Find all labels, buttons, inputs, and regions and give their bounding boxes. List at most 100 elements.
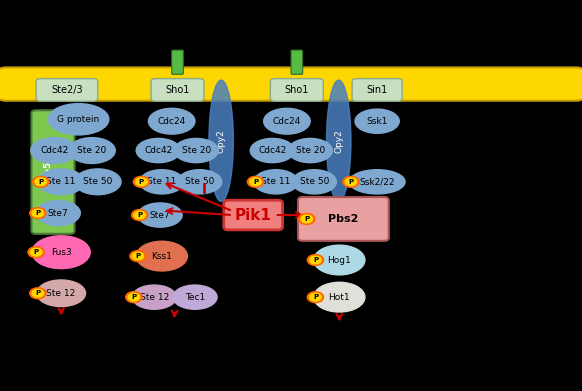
Text: Opy2: Opy2 — [334, 129, 343, 152]
Text: Ssk2/22: Ssk2/22 — [360, 177, 395, 187]
Ellipse shape — [136, 138, 180, 163]
Circle shape — [345, 178, 357, 186]
Text: Ste5: Ste5 — [44, 160, 52, 184]
Circle shape — [30, 288, 46, 299]
Text: P: P — [132, 294, 136, 300]
Text: P: P — [38, 179, 43, 185]
Circle shape — [136, 178, 147, 186]
Ellipse shape — [74, 169, 121, 195]
Text: Tec1: Tec1 — [185, 292, 205, 302]
FancyBboxPatch shape — [172, 50, 183, 74]
Text: Opy2: Opy2 — [217, 129, 226, 152]
Text: P: P — [139, 179, 144, 185]
Ellipse shape — [38, 169, 84, 195]
Ellipse shape — [254, 170, 298, 194]
Circle shape — [30, 208, 46, 219]
Text: Ste 50: Ste 50 — [300, 177, 329, 187]
Circle shape — [307, 255, 324, 265]
Ellipse shape — [136, 241, 187, 271]
Text: P: P — [313, 257, 318, 263]
Ellipse shape — [250, 138, 294, 163]
Circle shape — [133, 176, 150, 187]
Ellipse shape — [132, 285, 176, 309]
Text: Kss1: Kss1 — [151, 251, 172, 261]
Ellipse shape — [140, 170, 184, 194]
Text: Sho1: Sho1 — [285, 85, 309, 95]
Ellipse shape — [36, 201, 80, 226]
Circle shape — [32, 209, 44, 217]
Text: G protein: G protein — [58, 115, 100, 124]
Text: Ste 50: Ste 50 — [185, 177, 214, 187]
Text: Pik1: Pik1 — [235, 208, 272, 222]
Text: P: P — [349, 179, 353, 185]
FancyBboxPatch shape — [291, 50, 303, 74]
Circle shape — [250, 178, 261, 186]
Ellipse shape — [48, 104, 109, 135]
Circle shape — [132, 210, 148, 221]
Text: Ste 50: Ste 50 — [83, 177, 112, 187]
Ellipse shape — [31, 138, 77, 163]
Text: P: P — [36, 210, 40, 216]
Circle shape — [310, 256, 321, 264]
Circle shape — [130, 251, 146, 262]
Text: Ste 12: Ste 12 — [140, 292, 169, 302]
Text: Pbs2: Pbs2 — [328, 214, 359, 224]
Ellipse shape — [174, 138, 218, 163]
FancyBboxPatch shape — [0, 67, 582, 100]
Text: P: P — [136, 253, 140, 259]
Text: P: P — [36, 290, 40, 296]
Circle shape — [33, 176, 49, 187]
Text: Ste7: Ste7 — [48, 208, 69, 218]
FancyBboxPatch shape — [270, 79, 323, 101]
Text: P: P — [313, 294, 318, 300]
Circle shape — [134, 211, 146, 219]
Ellipse shape — [292, 170, 336, 194]
Text: Ssk1: Ssk1 — [367, 117, 388, 126]
Ellipse shape — [173, 285, 217, 309]
Text: P: P — [304, 216, 309, 222]
Ellipse shape — [314, 282, 365, 312]
Ellipse shape — [148, 108, 195, 134]
Text: Hog1: Hog1 — [328, 255, 351, 265]
Text: Ste 20: Ste 20 — [182, 146, 211, 155]
FancyBboxPatch shape — [151, 79, 204, 101]
Text: Ste 12: Ste 12 — [47, 289, 76, 298]
Ellipse shape — [178, 170, 222, 194]
Text: Ste 20: Ste 20 — [77, 146, 107, 155]
Circle shape — [30, 248, 42, 256]
Text: Fus3: Fus3 — [51, 248, 72, 257]
FancyBboxPatch shape — [31, 110, 74, 234]
Circle shape — [128, 293, 140, 301]
Text: Ste 20: Ste 20 — [296, 146, 325, 155]
FancyBboxPatch shape — [223, 200, 282, 230]
Text: P: P — [137, 212, 142, 218]
Text: Ste7: Ste7 — [150, 210, 171, 220]
Ellipse shape — [209, 80, 233, 201]
FancyBboxPatch shape — [298, 197, 389, 241]
Text: Hot1: Hot1 — [328, 292, 350, 302]
Text: Cdc42: Cdc42 — [258, 146, 286, 155]
Circle shape — [343, 176, 359, 187]
FancyBboxPatch shape — [352, 79, 402, 101]
Ellipse shape — [327, 80, 351, 201]
Text: Cdc42: Cdc42 — [40, 146, 68, 155]
Circle shape — [299, 213, 315, 224]
Circle shape — [28, 247, 44, 258]
Text: P: P — [34, 249, 38, 255]
Text: Ste 11: Ste 11 — [261, 177, 290, 187]
Text: Ste 11: Ste 11 — [47, 177, 76, 187]
Ellipse shape — [355, 109, 399, 133]
Text: P: P — [253, 179, 258, 185]
Circle shape — [32, 289, 44, 297]
Circle shape — [35, 178, 47, 186]
FancyBboxPatch shape — [36, 79, 98, 101]
Ellipse shape — [288, 138, 332, 163]
Ellipse shape — [69, 138, 115, 163]
Circle shape — [307, 292, 324, 303]
Text: Sin1: Sin1 — [367, 85, 388, 95]
Ellipse shape — [314, 245, 365, 275]
Text: Cdc24: Cdc24 — [273, 117, 301, 126]
Ellipse shape — [37, 280, 86, 307]
Text: Cdc42: Cdc42 — [144, 146, 172, 155]
Circle shape — [132, 252, 144, 260]
